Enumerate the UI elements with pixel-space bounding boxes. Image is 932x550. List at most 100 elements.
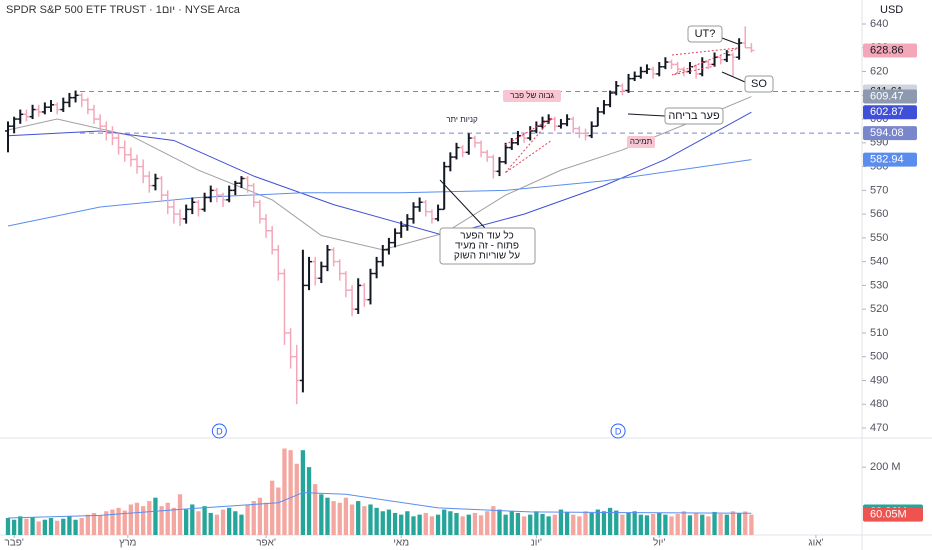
annotation: גבוה של פבר: [510, 91, 554, 100]
volume-bar: [245, 504, 250, 535]
volume-bar: [331, 501, 336, 535]
annotation-box: [439, 227, 536, 265]
volume-bar: [196, 511, 201, 535]
volume-bar: [411, 516, 416, 535]
x-tick-label: אוג': [808, 538, 823, 549]
volume-bar: [11, 519, 17, 535]
volume-bar: [141, 506, 146, 535]
volume-bar: [190, 504, 195, 535]
y-tick-label: 560: [870, 208, 888, 220]
volume-bar: [497, 509, 502, 535]
plot: [4, 26, 862, 535]
volume-bar: [589, 512, 594, 535]
volume-bar: [485, 511, 490, 535]
annotation: פתוח - זה מעיד: [455, 241, 519, 252]
volume-bar: [349, 504, 355, 535]
price-label-bg: [863, 43, 917, 58]
volume-bar: [491, 506, 496, 535]
volume-bar: [184, 509, 189, 535]
dividend-marker: [211, 423, 227, 439]
moving-average: [7, 159, 752, 227]
volume-bar: [417, 514, 422, 535]
volume-bar: [644, 515, 650, 535]
price-label: 594.08: [870, 127, 904, 139]
volume-bar: [669, 516, 674, 535]
price-label: 602.87: [870, 106, 904, 118]
volume-label-bg: [863, 507, 923, 522]
volume-bar: [607, 507, 613, 535]
volume-bar: [270, 480, 275, 535]
volume-bar: [638, 514, 643, 535]
volume-bar: [552, 514, 557, 535]
volume-bar: [116, 507, 121, 535]
callout-line: [721, 37, 739, 45]
volume-bar: [528, 514, 533, 535]
volume-bar: [227, 507, 232, 535]
volume-bar: [509, 511, 514, 535]
volume-bar: [134, 502, 140, 535]
annotation: קניות יתר: [446, 115, 478, 124]
annotation-box: [744, 75, 774, 93]
x-tick-label: מרץ: [119, 538, 136, 549]
volume-bar: [583, 511, 588, 535]
volume-bar: [147, 501, 152, 535]
volume-bar: [177, 494, 183, 535]
volume-bar: [577, 516, 582, 535]
volume-bar: [356, 501, 361, 535]
volume-bar: [423, 512, 428, 535]
x-tick-label: יונ': [531, 538, 542, 549]
volume-bar: [405, 511, 410, 535]
price-label: 628.86: [870, 44, 904, 56]
price-label: 609.47: [870, 90, 904, 102]
annotation: SO: [751, 78, 767, 90]
volume-bar: [521, 516, 527, 535]
volume-bar: [571, 514, 576, 535]
annotation-box: [627, 136, 655, 148]
volume-bar: [558, 509, 564, 535]
volume-bar: [724, 514, 729, 535]
price-label: 582.94: [870, 154, 904, 166]
volume-bar: [564, 511, 570, 535]
volume-bar: [276, 487, 281, 535]
volume-bar: [73, 519, 78, 535]
volume-bar: [208, 512, 213, 535]
volume-bar: [435, 514, 441, 535]
dividend-marker: [610, 423, 626, 439]
volume-bar: [466, 514, 471, 535]
volume-bar: [442, 509, 447, 535]
moving-average: [7, 96, 752, 251]
y-tick-label: 490: [870, 374, 888, 386]
volume-bar: [319, 494, 324, 535]
volume-bar: [620, 514, 625, 535]
volume-bar: [171, 507, 177, 535]
volume-bar: [220, 509, 226, 535]
price-label-bg: [863, 126, 917, 141]
volume-bar: [343, 497, 349, 535]
volume-bar: [657, 512, 662, 535]
y-tick-label: 530: [870, 279, 888, 291]
annotation: על שוריות השוק: [454, 250, 520, 262]
volume-bar: [362, 506, 367, 535]
callout-line: [627, 113, 666, 117]
volume-bar: [97, 515, 103, 535]
currency: USD: [880, 4, 903, 16]
pattern-line: [671, 47, 739, 76]
volume-bar: [614, 510, 619, 535]
volume-bar: [650, 513, 656, 535]
volume-bar: [18, 516, 23, 535]
volume-bar: [214, 514, 220, 535]
overlay: UT? SO גבוה של פבר פער בריחה תמיכה קניות…: [439, 25, 774, 265]
volume-bar: [632, 511, 637, 535]
volume-bar: [30, 517, 35, 535]
volume-bar: [749, 514, 754, 535]
x-tick-label: פבר': [4, 538, 23, 549]
volume-bar: [730, 511, 736, 535]
volume-bar: [448, 511, 453, 535]
annotation: UT?: [695, 28, 716, 40]
callout-line: [721, 71, 746, 83]
volume-bar: [5, 518, 11, 535]
volume-bar: [454, 512, 459, 535]
annotation-box: [664, 107, 724, 125]
annotation: כל עוד הפער: [460, 230, 513, 242]
annotation: פער בריחה: [668, 110, 720, 122]
